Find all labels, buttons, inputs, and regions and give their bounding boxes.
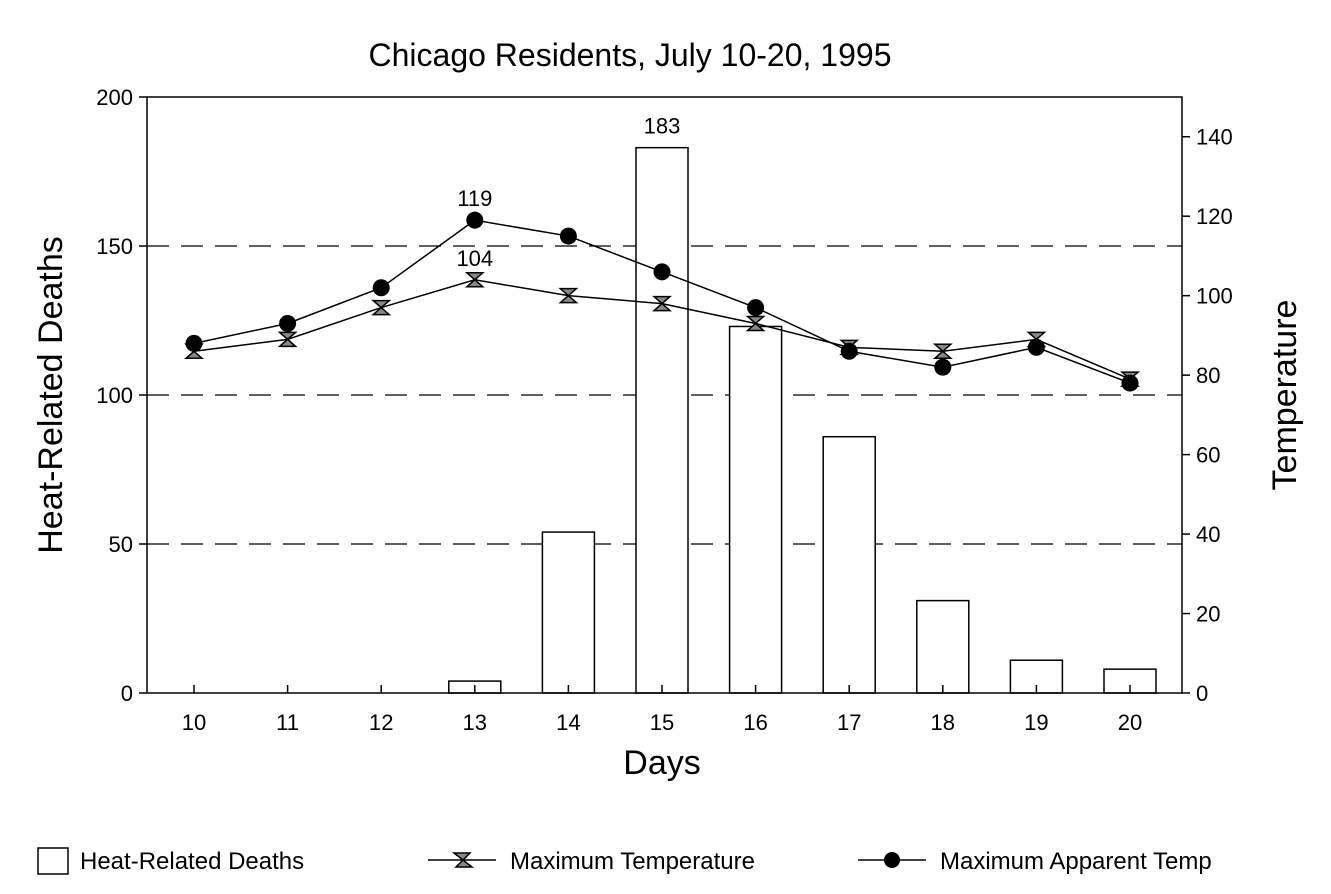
left-tick-label: 100 xyxy=(96,383,133,408)
marker-max-temp xyxy=(464,272,485,288)
left-tick-label: 200 xyxy=(96,85,133,110)
chart-title: Chicago Residents, July 10-20, 1995 xyxy=(369,37,892,73)
legend-swatch-deaths xyxy=(37,847,69,875)
marker-apparent-temp xyxy=(840,342,858,360)
legend: Heat-Related Deaths Maximum Temperature … xyxy=(37,847,1212,875)
legend-label-deaths: Heat-Related Deaths xyxy=(80,848,304,875)
marker-max-temp xyxy=(652,295,672,312)
marker-apparent-temp xyxy=(1027,338,1045,356)
bar-deaths xyxy=(541,531,596,694)
bar-deaths xyxy=(822,435,876,694)
right-tick-label: 120 xyxy=(1196,204,1233,229)
legend-circle-icon xyxy=(884,852,900,868)
left-tick-label: 0 xyxy=(121,681,133,706)
marker-apparent-temp xyxy=(372,279,390,297)
bars xyxy=(448,146,1157,694)
marker-apparent-temp xyxy=(1121,374,1139,392)
x-axis-label: Days xyxy=(623,744,700,782)
x-tick-label: 14 xyxy=(556,710,580,735)
bar-deaths xyxy=(635,146,689,694)
legend-label-max-temp: Maximum Temperature xyxy=(510,848,755,875)
marker-apparent-temp xyxy=(279,314,297,332)
right-tick-label: 100 xyxy=(1196,284,1233,309)
left-tick-label: 150 xyxy=(96,234,133,259)
marker-max-temp xyxy=(558,287,579,304)
temperature-lines xyxy=(184,211,1140,392)
legend-label-apparent-temp: Maximum Apparent Temp xyxy=(940,848,1212,875)
x-tick-label: 11 xyxy=(276,710,299,735)
marker-max-temp xyxy=(277,331,298,348)
x-tick-label: 12 xyxy=(369,710,393,735)
right-tick-label: 40 xyxy=(1196,522,1220,547)
data-labels: 183 119 104 xyxy=(456,114,680,271)
marker-apparent-temp xyxy=(934,358,952,376)
x-tick-label: 13 xyxy=(463,710,487,735)
marker-max-temp xyxy=(932,343,953,360)
x-tick-label: 10 xyxy=(182,710,206,735)
x-tick-label: 17 xyxy=(837,710,861,735)
left-axis: 0 50 100 150 200 xyxy=(96,85,147,706)
right-tick-label: 20 xyxy=(1196,602,1220,627)
bar-deaths xyxy=(728,325,783,694)
marker-max-temp xyxy=(745,315,766,332)
data-label: 104 xyxy=(456,246,493,271)
legend-hourglass-icon xyxy=(451,852,475,868)
marker-max-temp xyxy=(371,299,392,316)
marker-apparent-temp xyxy=(747,299,765,317)
bar-deaths xyxy=(916,599,970,694)
right-tick-label: 80 xyxy=(1196,363,1220,388)
data-label: 183 xyxy=(644,114,681,139)
right-tick-label: 60 xyxy=(1196,443,1220,468)
marker-apparent-temp xyxy=(559,227,577,245)
y-axis-right-label: Temperature xyxy=(1266,300,1304,491)
x-tick-label: 20 xyxy=(1118,710,1142,735)
data-label: 119 xyxy=(457,186,492,211)
x-tick-label: 16 xyxy=(743,710,767,735)
marker-apparent-temp xyxy=(466,211,484,229)
x-tick-label: 18 xyxy=(931,710,955,735)
x-tick-label: 19 xyxy=(1024,710,1048,735)
y-axis-left-label: Heat-Related Deaths xyxy=(32,236,70,554)
right-tick-label: 0 xyxy=(1196,681,1208,706)
right-axis: 0 20 40 60 80 100 120 140 xyxy=(1182,125,1233,706)
marker-apparent-temp xyxy=(653,263,671,281)
right-tick-label: 140 xyxy=(1196,125,1233,150)
x-axis: 10 11 12 13 14 15 16 17 18 19 20 xyxy=(182,685,1142,735)
x-tick-label: 15 xyxy=(650,710,674,735)
marker-apparent-temp xyxy=(185,334,203,352)
left-tick-label: 50 xyxy=(109,532,133,557)
